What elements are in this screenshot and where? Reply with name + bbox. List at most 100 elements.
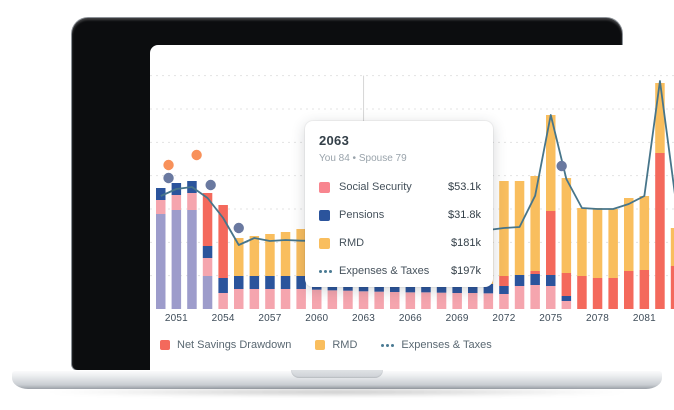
bar-segment-pensions[interactable] [452, 283, 462, 293]
scatter-dot-blue[interactable] [556, 160, 567, 172]
bar-segment-social_security[interactable] [265, 289, 275, 309]
bar-segment-rmd[interactable] [561, 178, 572, 273]
bar-segment-social_security[interactable] [234, 289, 244, 309]
bar-segment-net_savings_drawdown[interactable] [608, 278, 618, 309]
bar-segment-unlabeled_purple[interactable] [171, 210, 182, 309]
laptop-base [12, 370, 662, 389]
bar-segment-pensions[interactable] [546, 275, 556, 286]
bar-segment-pensions[interactable] [436, 283, 447, 293]
bar-segment-social_security[interactable] [296, 289, 306, 309]
bar-segment-pensions[interactable] [202, 246, 213, 258]
bar-segment-social_security[interactable] [249, 289, 260, 309]
legend-item[interactable]: RMD [315, 339, 357, 351]
bar-segment-rmd[interactable] [624, 198, 634, 271]
bar-segment-net_savings_drawdown[interactable] [499, 276, 509, 286]
bar-segment-pensions[interactable] [265, 276, 275, 289]
bar-segment-net_savings_drawdown[interactable] [561, 273, 572, 296]
bar-segment-rmd[interactable] [514, 181, 525, 275]
bar-segment-rmd[interactable] [592, 208, 603, 278]
laptop-base-notch [291, 370, 383, 378]
bar-segment-rmd[interactable] [670, 228, 674, 266]
bar-segment-social_security[interactable] [156, 200, 166, 214]
bar-segment-social_security[interactable] [468, 293, 478, 309]
x-axis: 2051 2054 2057 2060 2063 2066 2069 2072 2075 2078… [150, 313, 674, 327]
bar-segment-net_savings_drawdown[interactable] [530, 271, 540, 274]
scatter-dot-blue[interactable] [205, 179, 216, 191]
series-swatch-icon [319, 237, 330, 249]
bar-segment-pensions[interactable] [483, 284, 494, 294]
bar-segment-social_security[interactable] [202, 258, 213, 276]
bar-segment-social_security[interactable] [514, 286, 525, 309]
bar-segment-social_security[interactable] [171, 195, 182, 210]
bar-segment-rmd[interactable] [639, 196, 650, 270]
bar-segment-pensions[interactable] [530, 274, 540, 285]
bar-segment-pensions[interactable] [280, 276, 291, 289]
bar-segment-net_savings_drawdown[interactable] [670, 266, 674, 309]
bar-segment-social_security[interactable] [436, 292, 447, 309]
scatter-dot-orange[interactable] [163, 159, 174, 171]
bar-segment-social_security[interactable] [218, 293, 228, 309]
bar-segment-net_savings_drawdown[interactable] [202, 193, 213, 246]
app-screen: 2051 2054 2057 2060 2063 2066 2069 2072 2075 2078… [150, 45, 674, 375]
tooltip-row-label: Social Security [339, 181, 412, 193]
bar-segment-social_security[interactable] [312, 289, 322, 309]
bar-segment-social_security[interactable] [327, 290, 338, 309]
bar-segment-rmd[interactable] [265, 234, 275, 276]
bar-segment-social_security[interactable] [343, 290, 353, 309]
tooltip-rows: Social Security $53.1k Pensions $31.8k RMD $1… [319, 173, 481, 285]
x-tick-label: 2072 [492, 313, 516, 324]
bar-segment-social_security[interactable] [280, 289, 291, 309]
bar-segment-rmd[interactable] [577, 208, 587, 276]
bar-segment-net_savings_drawdown[interactable] [624, 271, 634, 309]
bar-segment-social_security[interactable] [187, 193, 197, 210]
bar-segment-pensions[interactable] [421, 282, 431, 293]
tooltip-row-value: $31.8k [447, 209, 481, 221]
bar-segment-social_security[interactable] [499, 294, 509, 309]
bar-segment-net_savings_drawdown[interactable] [546, 211, 556, 275]
scatter-dot-blue[interactable] [233, 222, 244, 234]
bar-segment-pensions[interactable] [468, 283, 478, 293]
bar-segment-social_security[interactable] [390, 292, 400, 309]
chart-tooltip: 2063 You 84 • Spouse 79 Social Security $… [305, 121, 493, 287]
bar-segment-unlabeled_purple[interactable] [156, 214, 166, 309]
bar-segment-social_security[interactable] [530, 285, 540, 309]
bar-segment-pensions[interactable] [234, 276, 244, 289]
bar-segment-social_security[interactable] [452, 293, 462, 309]
bar-segment-rmd[interactable] [249, 236, 260, 276]
scatter-dot-blue[interactable] [163, 172, 174, 184]
bar-segment-pensions[interactable] [405, 282, 416, 293]
bar-segment-net_savings_drawdown[interactable] [639, 270, 650, 309]
bar-segment-pensions[interactable] [218, 278, 228, 293]
bar-segment-social_security[interactable] [483, 293, 494, 309]
bar-segment-net_savings_drawdown[interactable] [655, 153, 665, 309]
bar-segment-pensions[interactable] [296, 276, 306, 289]
bar-segment-unlabeled_purple[interactable] [202, 276, 213, 309]
bar-segment-social_security[interactable] [374, 291, 384, 309]
bar-segment-social_security[interactable] [405, 292, 416, 309]
bar-segment-rmd[interactable] [280, 232, 291, 276]
bar-segment-pensions[interactable] [249, 276, 260, 289]
bar-segment-pensions[interactable] [514, 275, 525, 286]
legend-item[interactable]: Net Savings Drawdown [160, 339, 291, 351]
bar-segment-rmd[interactable] [296, 229, 306, 276]
bar-segment-unlabeled_purple[interactable] [187, 210, 197, 309]
bar-segment-social_security[interactable] [358, 291, 369, 309]
bar-segment-pensions[interactable] [561, 296, 572, 301]
bar-segment-net_savings_drawdown[interactable] [577, 276, 587, 309]
bar-segment-social_security[interactable] [546, 286, 556, 309]
tooltip-row: Pensions $31.8k [319, 201, 481, 229]
bar-segment-social_security[interactable] [421, 292, 431, 309]
bar-segment-rmd[interactable] [546, 115, 556, 211]
bar-segment-rmd[interactable] [655, 83, 665, 153]
bar-segment-rmd[interactable] [608, 209, 618, 278]
bar-segment-social_security[interactable] [561, 301, 572, 309]
bar-segment-pensions[interactable] [156, 188, 166, 200]
bar-segment-rmd[interactable] [234, 238, 244, 276]
bar-segment-net_savings_drawdown[interactable] [218, 205, 228, 278]
tooltip-row-value: $197k [451, 265, 481, 277]
bar-segment-pensions[interactable] [499, 286, 509, 294]
legend-item[interactable]: Expenses & Taxes [381, 339, 492, 351]
scatter-dot-orange[interactable] [191, 149, 202, 161]
bar-segment-net_savings_drawdown[interactable] [592, 278, 603, 309]
bar-segment-rmd[interactable] [530, 176, 540, 271]
